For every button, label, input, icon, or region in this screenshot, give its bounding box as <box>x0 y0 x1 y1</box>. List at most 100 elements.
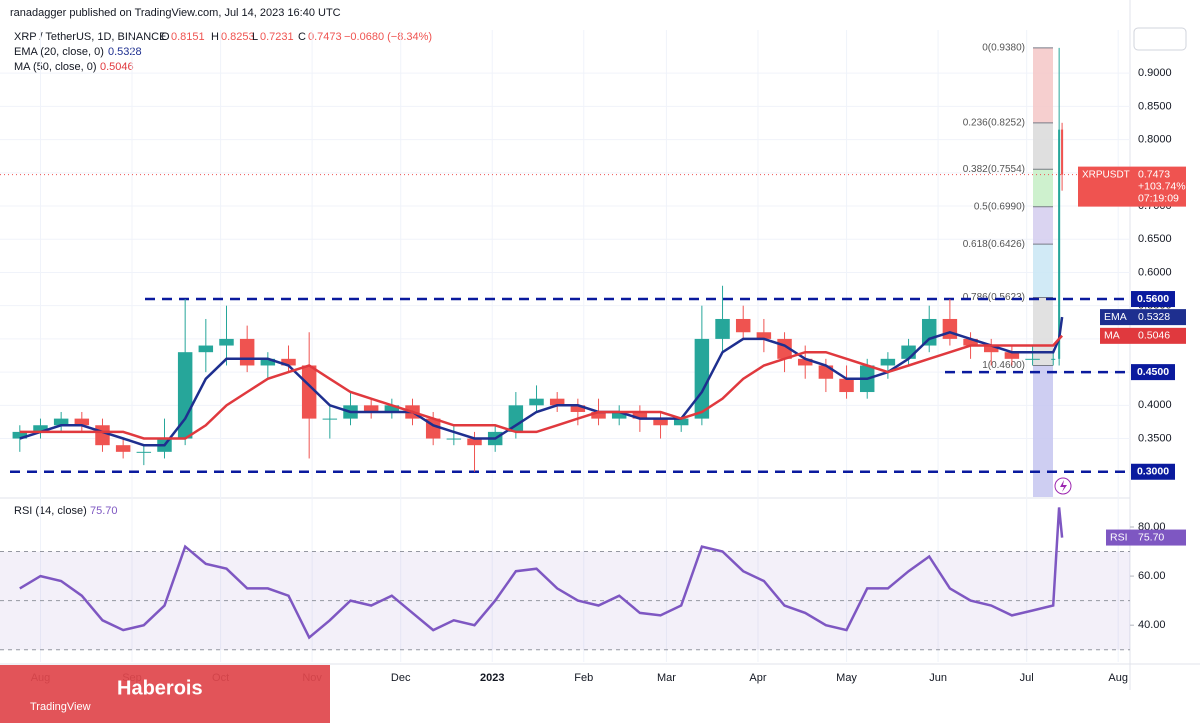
y-tick-label: 0.3500 <box>1138 432 1172 444</box>
candle-body <box>219 338 234 346</box>
candle-body <box>921 318 937 346</box>
price-tag <box>1078 166 1186 207</box>
x-tick-label: Mar <box>657 672 676 684</box>
candle-body <box>1061 129 1064 175</box>
fib-band <box>1033 169 1053 207</box>
x-tick-label: Feb <box>574 672 593 684</box>
series-line <box>19 507 1064 640</box>
fib-band <box>1033 365 1053 497</box>
ema-legend-value: 0.5328 <box>108 46 142 58</box>
level-tag-label: 0.4500 <box>1137 366 1169 378</box>
candle-body <box>239 338 255 366</box>
series-tag-value: 75.70 <box>1138 531 1164 543</box>
series-tag-name: RSI <box>1110 531 1128 543</box>
candle-body <box>508 405 524 432</box>
y-tick-label: 0.8500 <box>1138 100 1172 112</box>
series-tag-name: MA <box>1104 330 1120 342</box>
y-tick-label: 0.9000 <box>1138 67 1172 79</box>
candle-body <box>963 338 978 346</box>
fib-label: 0.786(0.5623) <box>963 292 1025 303</box>
settings-box[interactable] <box>1133 27 1187 51</box>
candle-body <box>611 411 627 419</box>
level-tag <box>1131 291 1175 308</box>
y-tick-label: 0.8000 <box>1138 134 1172 146</box>
fib-label: 0.382(0.7554) <box>963 164 1025 175</box>
ma-legend-value: 0.5046 <box>100 61 134 73</box>
fib-band <box>1033 47 1053 123</box>
watermark-box <box>0 665 330 723</box>
candle-body <box>446 438 462 440</box>
series-tag-value: 0.5328 <box>1138 311 1170 323</box>
y-tick-label: 0.4000 <box>1138 399 1172 411</box>
candle-body <box>281 358 296 366</box>
plot: 0.35000.40000.45000.50000.55000.60000.65… <box>0 30 1186 684</box>
series-tag <box>1100 309 1186 326</box>
published: ranadagger published on TradingView.com,… <box>10 7 341 19</box>
price-tag-symbol: XRPUSDT <box>1082 169 1130 180</box>
candle-body <box>1058 129 1061 359</box>
candle-body <box>1025 358 1040 360</box>
x-tick-label: Jul <box>1020 672 1034 684</box>
x-tick-label: Aug <box>1108 672 1128 684</box>
candle-body <box>301 365 317 419</box>
level-tag-label: 0.3000 <box>1137 466 1169 478</box>
o-label: O <box>161 31 170 43</box>
ema-legend: EMA (20, close, 0) <box>14 46 104 58</box>
series-tag-name: EMA <box>1104 311 1127 323</box>
change: −0.0680 (−8.34%) <box>344 31 432 43</box>
l-label: L <box>252 31 258 43</box>
candle-body <box>880 358 896 366</box>
x-tick-label: 2023 <box>480 672 504 684</box>
candle-body <box>983 345 999 353</box>
rsi-legend-value: 75.70 <box>90 505 118 517</box>
level-tag <box>1131 463 1175 480</box>
candle-body <box>591 411 606 419</box>
candle-body <box>529 398 544 406</box>
candle-body <box>549 398 565 406</box>
c-value: 0.7473 <box>308 31 342 43</box>
candle-body <box>53 418 69 426</box>
fib-label: 1(0.4600) <box>982 360 1025 371</box>
fib-band <box>1033 206 1053 245</box>
series-tag <box>1100 327 1186 344</box>
candle-body <box>653 418 668 426</box>
candle-body <box>33 425 48 432</box>
ma-legend: MA (50, close, 0) <box>14 61 97 73</box>
event-icon-bolt <box>1060 480 1067 492</box>
candle-body <box>694 338 710 419</box>
h-label: H <box>211 31 219 43</box>
candle-body <box>74 418 90 426</box>
series-tag <box>1106 529 1186 546</box>
candle-body <box>95 425 110 446</box>
level-tag <box>1131 364 1175 381</box>
series-line <box>19 316 1064 447</box>
candle-body <box>756 332 772 339</box>
y-tick-label: 60.00 <box>1138 570 1166 582</box>
fib-label: 0.5(0.6990) <box>974 201 1025 212</box>
logo: TradingView <box>30 701 91 713</box>
x-tick-label: Apr <box>749 672 766 684</box>
candle-body <box>673 418 689 426</box>
h-value: 0.8253 <box>221 31 255 43</box>
fib-band <box>1033 244 1053 298</box>
candle-body <box>136 451 152 453</box>
candle-body <box>735 318 751 333</box>
candle-body <box>797 358 813 366</box>
candle-body <box>115 445 131 452</box>
x-tick-label: Dec <box>391 672 411 684</box>
fib-label: 0.618(0.6426) <box>963 239 1025 250</box>
candle-body <box>570 405 586 412</box>
fib-band <box>1033 122 1053 170</box>
watermark: Haberois <box>117 677 203 699</box>
symbol: XRP / TetherUS, 1D, BINANCE <box>14 31 166 43</box>
candle-body <box>198 345 214 353</box>
candle-body <box>1004 352 1020 359</box>
x-tick-label: May <box>836 672 857 684</box>
price-tag-change: +103.74% <box>1138 180 1186 192</box>
candle-body <box>322 418 338 420</box>
candle-body <box>12 431 28 439</box>
candle-body <box>1051 358 1056 360</box>
